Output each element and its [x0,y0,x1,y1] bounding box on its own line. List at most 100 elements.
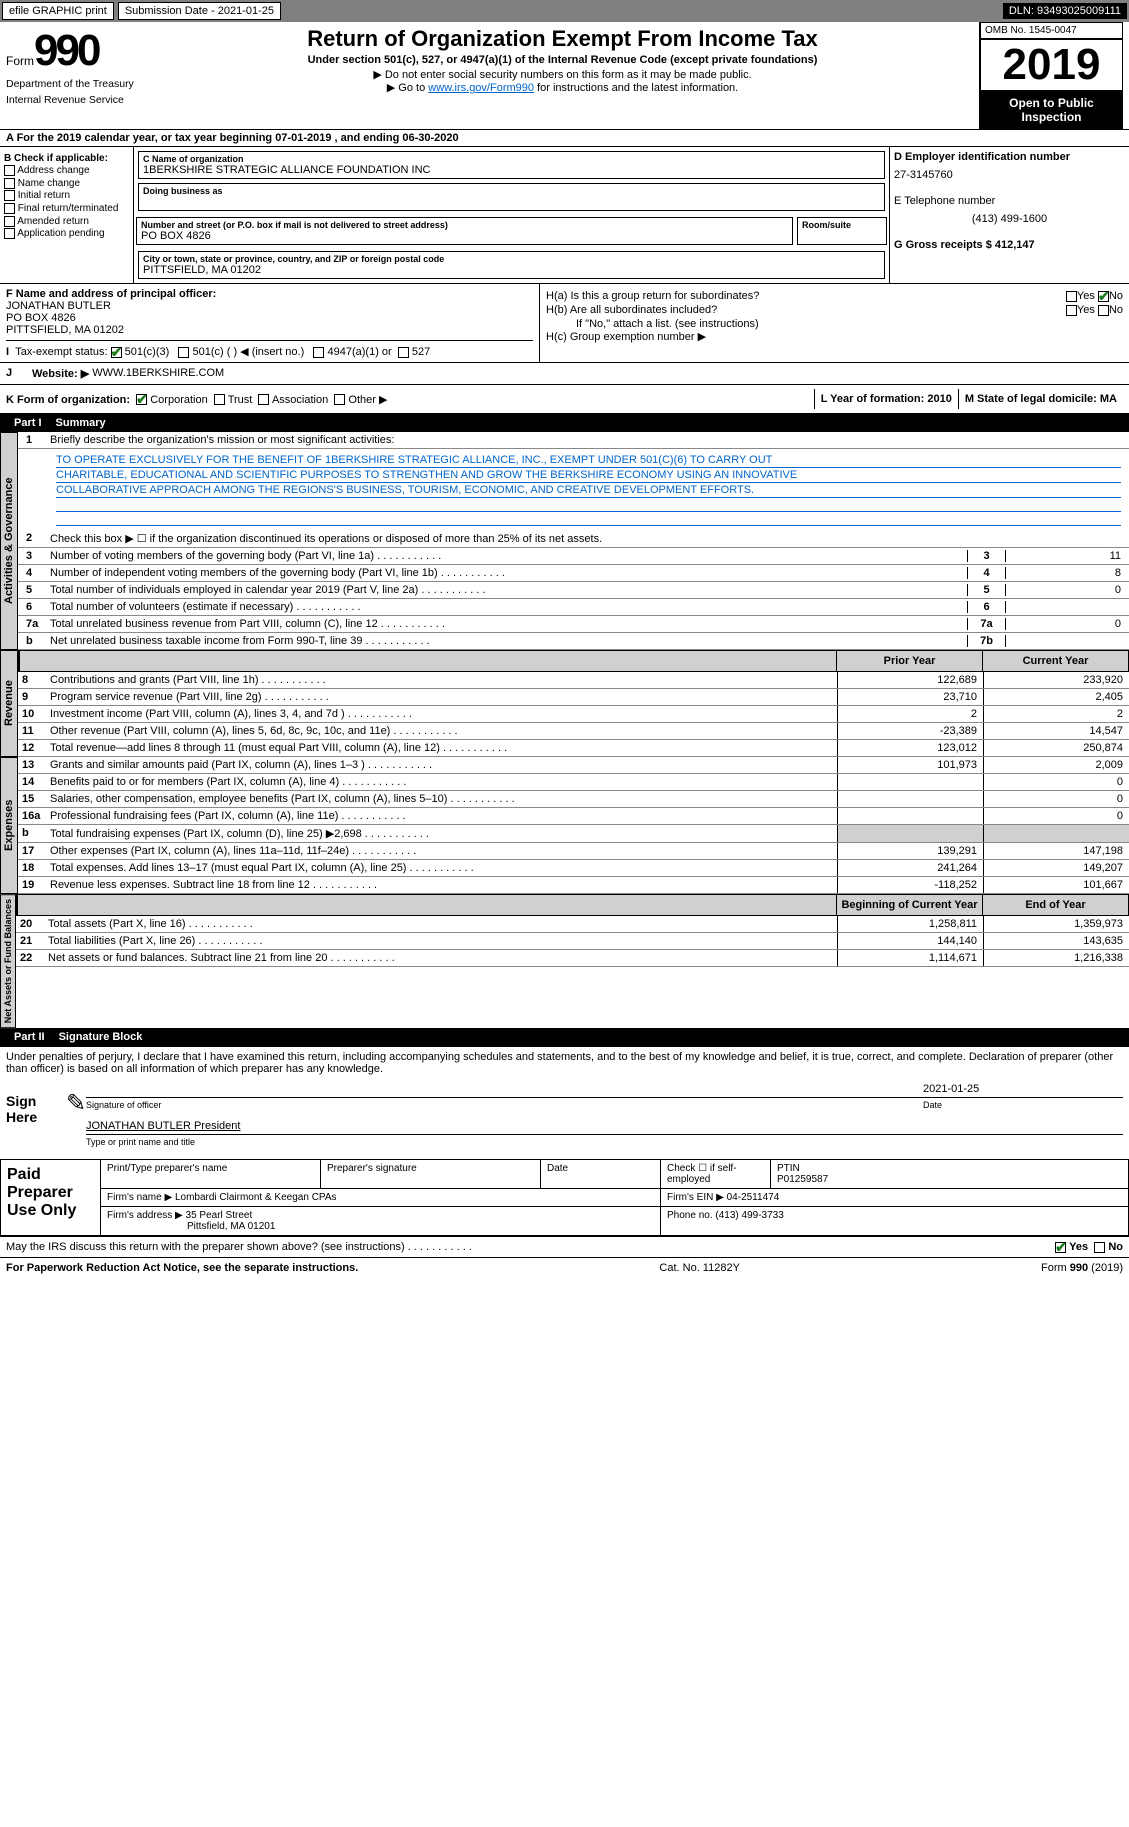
check-4947[interactable] [313,347,324,358]
firm-ein-label: Firm's EIN ▶ [667,1192,724,1203]
fin-text: Revenue less expenses. Subtract line 18 … [46,877,837,893]
fin-py [837,808,983,824]
check-address-change[interactable] [4,165,15,176]
declaration: Under penalties of perjury, I declare th… [6,1051,1123,1075]
firm-phone: (413) 499-3733 [715,1210,783,1221]
fin-text: Total fundraising expenses (Part IX, col… [46,825,837,842]
ssn-note: ▶ Do not enter social security numbers o… [154,68,971,81]
fin-cy: 0 [983,774,1129,790]
vert-governance: Activities & Governance [0,432,18,650]
check-final-return[interactable] [4,203,15,214]
ptin: P01259587 [777,1174,1122,1185]
officer-addr2: PITTSFIELD, MA 01202 [6,324,533,336]
fin-py: 2 [837,706,983,722]
hb-yes[interactable] [1066,305,1077,316]
check-501c3[interactable] [111,347,122,358]
fin-cy: 2 [983,706,1129,722]
j-label: J [6,367,32,380]
mission-3: COLLABORATIVE APPROACH AMONG THE REGIONS… [56,483,1121,498]
check-corp[interactable] [136,394,147,405]
hb-text: H(b) Are all subordinates included? [546,304,717,316]
irs-link[interactable]: www.irs.gov/Form990 [428,82,534,94]
fin-py: 123,012 [837,740,983,756]
q-val: 0 [1005,584,1125,596]
check-amended[interactable] [4,216,15,227]
discuss-no[interactable] [1094,1242,1105,1253]
prep-name-hdr: Print/Type preparer's name [101,1160,321,1188]
fin-text: Contributions and grants (Part VIII, lin… [46,672,837,688]
ptin-label: PTIN [777,1163,1122,1174]
fin-cy: 143,635 [983,933,1129,949]
dln: DLN: 93493025009111 [1003,3,1127,19]
q-val: 8 [1005,567,1125,579]
check-app-pending[interactable] [4,228,15,239]
efile-print[interactable]: efile GRAPHIC print [2,2,114,20]
check-527[interactable] [398,347,409,358]
firm-phone-label: Phone no. [667,1210,713,1221]
officer-name: JONATHAN BUTLER [6,300,533,312]
fin-cy: 101,667 [983,877,1129,893]
fin-cy: 2,009 [983,757,1129,773]
fin-text: Benefits paid to or for members (Part IX… [46,774,837,790]
fin-py: 1,258,811 [837,916,983,932]
fin-py: 122,689 [837,672,983,688]
fin-py: 144,140 [837,933,983,949]
q-val [1005,601,1125,613]
firm-name-label: Firm's name ▶ [107,1192,172,1203]
dept-treasury: Department of the Treasury [6,76,146,92]
fin-py [837,774,983,790]
check-501c[interactable] [178,347,189,358]
check-name-change[interactable] [4,178,15,189]
check-trust[interactable] [214,394,225,405]
ein-label: D Employer identification number [894,151,1070,163]
fin-cy: 250,874 [983,740,1129,756]
ha-no[interactable] [1098,291,1109,302]
topbar: efile GRAPHIC print Submission Date - 20… [0,0,1129,22]
sig-officer-label: Signature of officer [86,1100,923,1110]
hb2-text: If "No," attach a list. (see instruction… [546,318,1123,330]
mission-1: TO OPERATE EXCLUSIVELY FOR THE BENEFIT O… [56,453,1121,468]
room-label: Room/suite [802,220,882,230]
prep-date-hdr: Date [541,1160,661,1188]
phone: (413) 499-1600 [894,213,1125,225]
org-name-label: C Name of organization [143,154,880,164]
q-text: Number of voting members of the governin… [50,550,967,562]
check-initial-return[interactable] [4,190,15,201]
year-formation: L Year of formation: 2010 [814,389,958,409]
fin-py: 241,264 [837,860,983,876]
website-label: Website: ▶ [32,367,89,380]
discuss-yes[interactable] [1055,1242,1066,1253]
fin-text: Investment income (Part VIII, column (A)… [46,706,837,722]
gross-receipts: G Gross receipts $ 412,147 [894,239,1035,251]
addr: PO BOX 4826 [141,230,788,242]
check-assoc[interactable] [258,394,269,405]
form-footer: Form 990 (2019) [1041,1262,1123,1274]
q-val: 11 [1005,550,1125,562]
firm-ein: 04-2511474 [727,1192,780,1203]
fin-py: 23,710 [837,689,983,705]
fin-cy: 0 [983,791,1129,807]
fin-py: 1,114,671 [837,950,983,966]
self-emp: Check ☐ if self-employed [661,1160,771,1188]
city: PITTSFIELD, MA 01202 [143,264,880,276]
q-text: Total unrelated business revenue from Pa… [50,618,967,630]
prep-sig-hdr: Preparer's signature [321,1160,541,1188]
goto-post: for instructions and the latest informat… [534,82,738,94]
fin-py [837,825,983,842]
fin-text: Professional fundraising fees (Part IX, … [46,808,837,824]
officer-addr1: PO BOX 4826 [6,312,533,324]
ha-yes[interactable] [1066,291,1077,302]
q-text: Total number of individuals employed in … [50,584,967,596]
paid-preparer-block: Paid Preparer Use Only Print/Type prepar… [0,1159,1129,1236]
check-other[interactable] [334,394,345,405]
fin-cy: 0 [983,808,1129,824]
vert-netassets: Net Assets or Fund Balances [0,894,16,1028]
dba-label: Doing business as [143,186,880,196]
current-year-hdr: Current Year [982,651,1128,671]
website-url: WWW.1BERKSHIRE.COM [92,367,224,380]
goto-pre: ▶ Go to [387,82,428,94]
fin-py: -118,252 [837,877,983,893]
form-word: Form [6,54,34,68]
hb-no[interactable] [1098,305,1109,316]
city-label: City or town, state or province, country… [143,254,880,264]
